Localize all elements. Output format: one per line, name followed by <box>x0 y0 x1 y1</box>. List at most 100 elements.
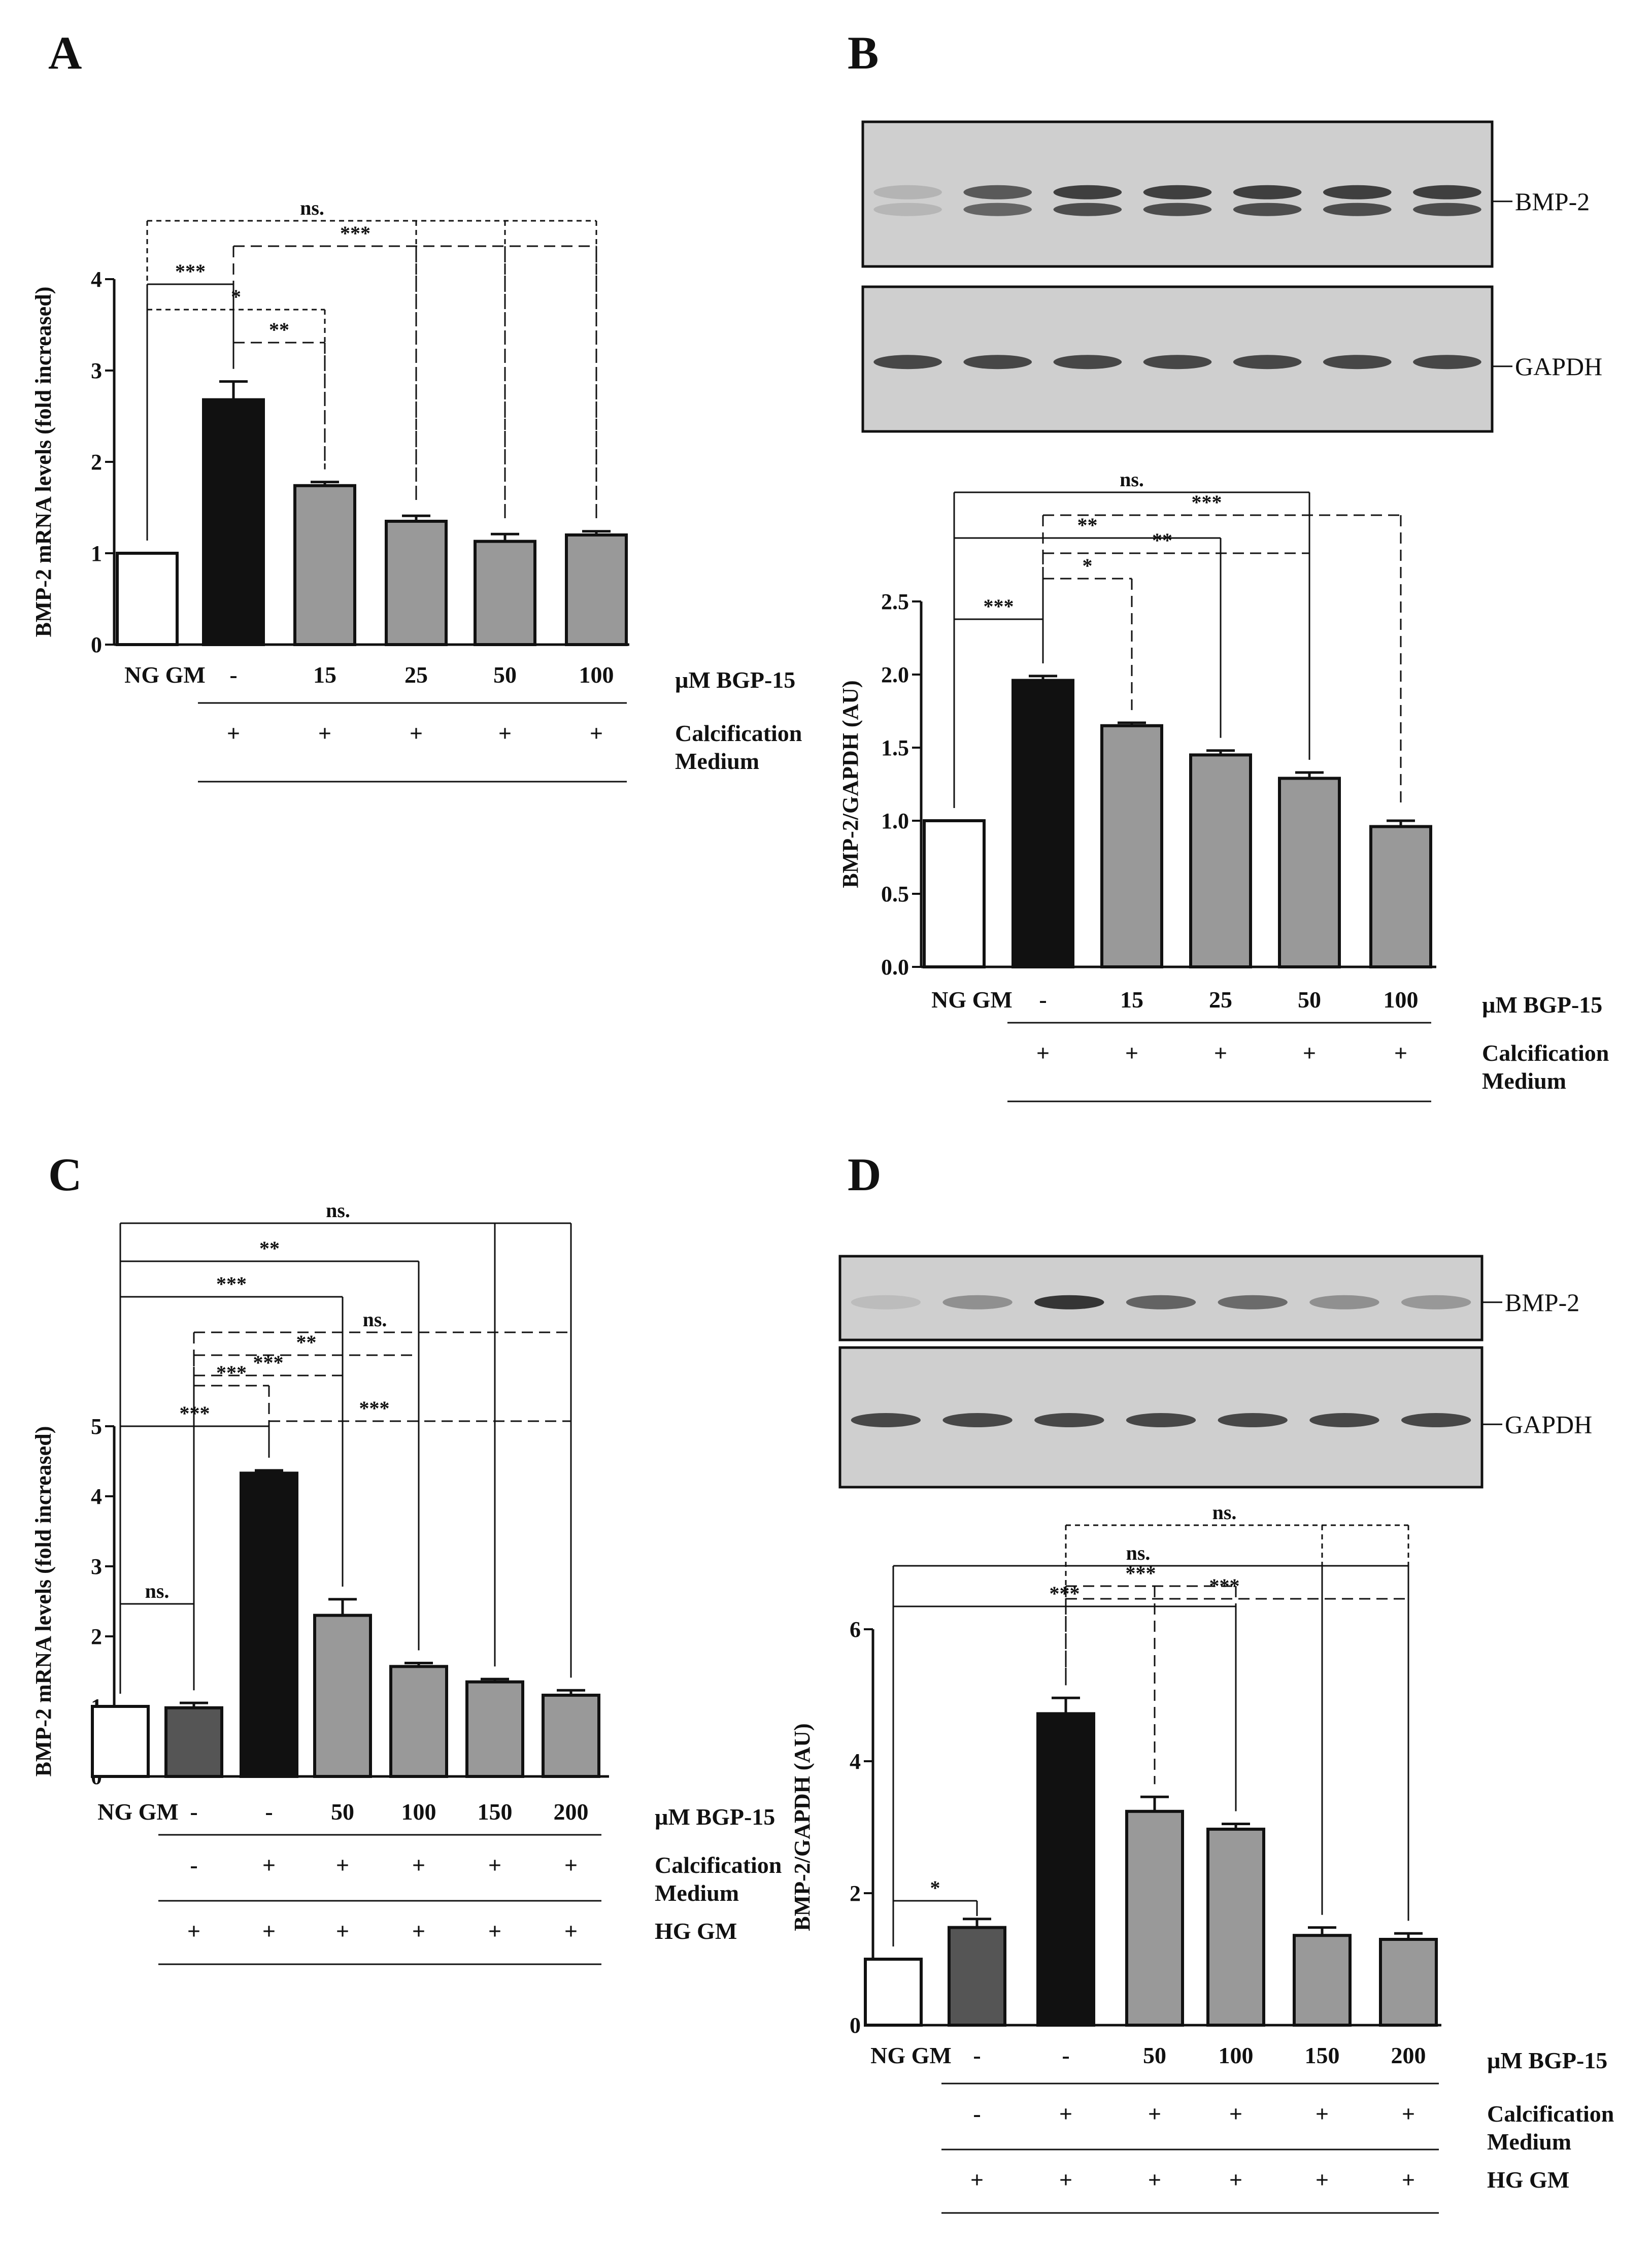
condition-mark: + <box>1036 1040 1050 1066</box>
bar <box>465 1680 524 1778</box>
blot-band <box>1233 203 1302 216</box>
blot-band <box>1309 1295 1379 1309</box>
bar <box>1012 679 1074 968</box>
significance-label: *** <box>359 1397 390 1420</box>
bar <box>389 1665 448 1778</box>
bar <box>116 552 179 646</box>
blot-band <box>963 185 1032 199</box>
bar <box>1100 724 1163 969</box>
category-label: 50 <box>1143 2042 1166 2068</box>
bar <box>91 1705 150 1778</box>
category-label: - <box>1039 987 1047 1013</box>
blot-band <box>1034 1295 1104 1309</box>
significance-label: * <box>1083 554 1093 577</box>
condition-label: Medium <box>1482 1068 1566 1094</box>
significance-label: ** <box>259 1237 280 1260</box>
blot-label-bmp2: BMP-2 <box>1515 187 1590 216</box>
bar <box>1293 1934 1352 2027</box>
y-tick-label: 2 <box>91 450 102 475</box>
condition-mark: + <box>262 1852 276 1878</box>
condition-mark: + <box>564 1852 578 1878</box>
bar <box>1036 1712 1095 2027</box>
blot-band <box>1053 355 1122 370</box>
blot-band <box>1143 355 1212 370</box>
condition-mark: + <box>1394 1040 1407 1066</box>
blot-band <box>1413 185 1481 199</box>
condition-mark: + <box>488 1918 501 1944</box>
condition-mark: + <box>318 720 331 746</box>
significance-label: *** <box>216 1361 247 1384</box>
y-tick-label: 3 <box>91 358 102 383</box>
y-tick-label: 1.5 <box>881 735 909 760</box>
y-tick-label: 1.0 <box>881 809 909 833</box>
panel-c: C012345BMP-2 mRNA levels (fold increased… <box>31 1149 782 1965</box>
significance-label: ** <box>1077 514 1098 536</box>
significance-label: ns. <box>300 196 324 219</box>
condition-mark: + <box>498 720 512 746</box>
blot-band <box>1323 185 1392 199</box>
bar <box>240 1471 298 1778</box>
category-label: 100 <box>401 1799 436 1825</box>
condition-mark: + <box>412 1918 425 1944</box>
condition-label: Calcification <box>655 1852 782 1878</box>
category-label: 50 <box>1298 987 1321 1013</box>
y-axis-label: BMP-2/GAPDH (AU) <box>790 1723 815 1931</box>
blot-band <box>1218 1413 1288 1427</box>
significance-label: ns. <box>1120 468 1144 491</box>
significance-label: *** <box>340 222 370 245</box>
category-label: NG GM <box>870 2042 952 2068</box>
y-tick-label: 2.0 <box>881 662 909 687</box>
condition-mark: + <box>590 720 603 746</box>
significance-label: *** <box>984 595 1014 618</box>
y-tick-label: 4 <box>91 1484 102 1509</box>
condition-mark: + <box>1316 2167 1329 2193</box>
condition-mark: + <box>1316 2101 1329 2127</box>
category-label: - <box>190 1799 197 1825</box>
category-label: 200 <box>1391 2042 1426 2068</box>
blot-band <box>1233 185 1302 199</box>
bar <box>864 1958 923 2027</box>
bar <box>565 533 628 646</box>
category-label: 50 <box>493 662 517 688</box>
blot-band <box>1401 1295 1471 1309</box>
category-label: 50 <box>331 1799 354 1825</box>
bar <box>1125 1809 1184 2027</box>
blot-band <box>1401 1413 1471 1427</box>
y-axis-label: BMP-2 mRNA levels (fold increased) <box>31 1426 56 1777</box>
blot-band <box>851 1413 921 1427</box>
y-tick-label: 6 <box>850 1617 861 1642</box>
blot-band <box>1143 185 1212 199</box>
treatment-label: µM BGP-15 <box>1487 2047 1607 2073</box>
significance-label: ns. <box>326 1199 350 1222</box>
blot-label-gapdh: GAPDH <box>1515 352 1602 381</box>
blot-band <box>851 1295 921 1309</box>
condition-mark: + <box>1229 2101 1242 2127</box>
category-label: - <box>973 2042 981 2068</box>
condition-mark: + <box>488 1852 501 1878</box>
bar <box>385 520 448 646</box>
condition-label: HG GM <box>1487 2167 1569 2193</box>
category-label: 100 <box>579 662 614 688</box>
y-tick-label: 2.5 <box>881 589 909 614</box>
condition-label: Medium <box>655 1880 739 1906</box>
y-tick-label: 3 <box>91 1554 102 1579</box>
bar <box>293 484 356 646</box>
significance-label: * <box>930 1876 940 1899</box>
category-label: 15 <box>1120 987 1143 1013</box>
significance-label: * <box>231 285 241 308</box>
blot-band <box>1126 1295 1196 1309</box>
bar <box>923 819 986 968</box>
condition-mark: + <box>336 1918 349 1944</box>
bar <box>313 1614 372 1778</box>
condition-label: HG GM <box>655 1918 737 1944</box>
condition-mark: + <box>1148 2101 1161 2127</box>
bar <box>1369 825 1432 969</box>
blot-label-gapdh: GAPDH <box>1505 1410 1592 1438</box>
blot-band <box>1034 1413 1104 1427</box>
blot-band <box>1413 203 1481 216</box>
blot-band <box>963 203 1032 216</box>
condition-mark: + <box>1059 2167 1072 2193</box>
category-label: 100 <box>1219 2042 1254 2068</box>
treatment-label: µM BGP-15 <box>655 1804 775 1830</box>
